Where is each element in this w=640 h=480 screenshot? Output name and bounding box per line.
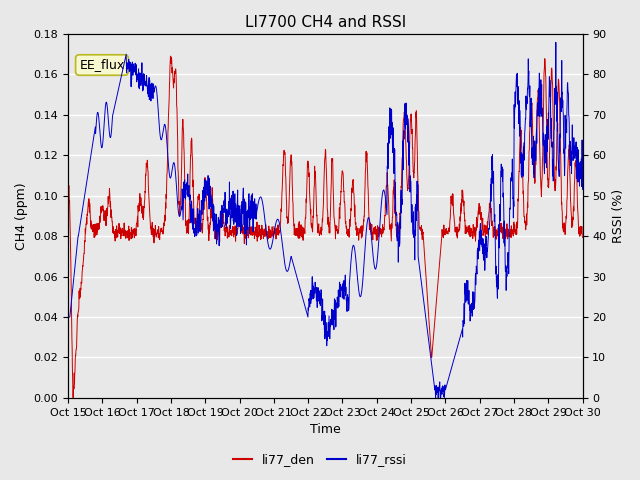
X-axis label: Time: Time [310,423,340,436]
Y-axis label: RSSI (%): RSSI (%) [612,189,625,243]
Title: LI7700 CH4 and RSSI: LI7700 CH4 and RSSI [244,15,406,30]
Legend: li77_den, li77_rssi: li77_den, li77_rssi [228,448,412,471]
Text: EE_flux: EE_flux [79,59,125,72]
Y-axis label: CH4 (ppm): CH4 (ppm) [15,182,28,250]
